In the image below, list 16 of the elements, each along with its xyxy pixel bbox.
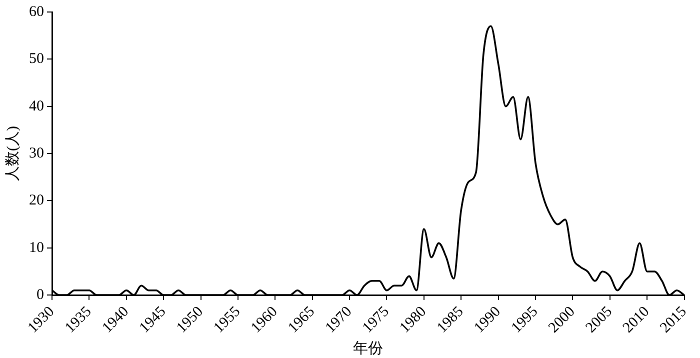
x-tick-label: 1950 xyxy=(174,304,206,336)
y-tick-label: 10 xyxy=(29,240,44,256)
y-tick-label: 40 xyxy=(29,98,44,114)
x-tick-label: 1970 xyxy=(322,304,356,336)
x-tick-label: 1930 xyxy=(25,304,58,336)
x-tick-label: 1980 xyxy=(397,304,430,336)
y-axis-title: 人数(人) xyxy=(4,126,21,182)
x-tick-label: 1990 xyxy=(471,304,504,336)
y-tick-label: 50 xyxy=(29,51,44,68)
x-tick-label: 1960 xyxy=(248,304,281,336)
y-tick-label: 0 xyxy=(36,286,44,303)
x-axis-title: 年份 xyxy=(353,340,384,357)
y-tick-label: 20 xyxy=(29,192,44,209)
x-tick-label: 1940 xyxy=(99,304,132,336)
y-tick-label: 60 xyxy=(29,4,44,20)
y-tick-label: 30 xyxy=(29,145,44,162)
